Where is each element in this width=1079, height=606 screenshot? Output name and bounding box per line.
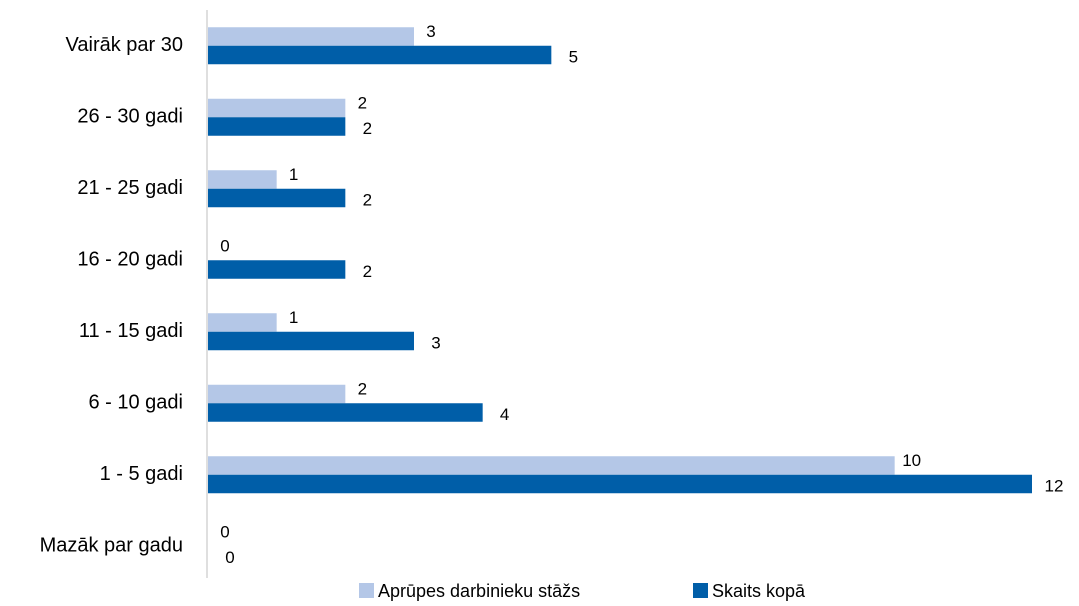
data-label: 1 — [289, 165, 298, 184]
bar — [208, 98, 346, 118]
bar — [208, 313, 277, 332]
legend-swatch — [359, 583, 374, 598]
bar — [208, 456, 895, 475]
data-label: 0 — [220, 522, 229, 541]
data-label: 1 — [289, 308, 298, 327]
data-label: 2 — [363, 119, 372, 138]
bar — [208, 27, 414, 46]
category-label: Mazāk par gadu — [40, 535, 183, 557]
bar — [208, 384, 346, 404]
bar — [208, 403, 483, 422]
bar — [208, 45, 552, 65]
bar — [208, 474, 1032, 494]
data-label: 0 — [225, 548, 234, 567]
data-label: 12 — [1045, 476, 1064, 495]
data-label: 2 — [363, 262, 372, 281]
category-label: 26 - 30 gadi — [77, 106, 183, 128]
data-label: 2 — [358, 93, 367, 112]
data-label: 0 — [220, 236, 229, 255]
category-label: 21 - 25 gadi — [77, 177, 183, 199]
legend-label: Aprūpes darbinieku stāžs — [378, 581, 580, 601]
data-label: 5 — [569, 47, 578, 66]
bar — [208, 188, 346, 208]
data-label: 10 — [902, 451, 921, 470]
category-label: Vairāk par 30 — [66, 34, 183, 56]
data-label: 3 — [426, 22, 435, 41]
category-label: 16 - 20 gadi — [77, 249, 183, 271]
bar — [208, 117, 346, 136]
bar — [208, 260, 346, 279]
data-label: 3 — [431, 333, 440, 352]
legend-swatch — [693, 583, 708, 598]
bar — [208, 170, 277, 189]
category-label: 6 - 10 gadi — [88, 392, 183, 414]
legend-label: Skaits kopā — [712, 581, 806, 601]
data-label: 2 — [358, 379, 367, 398]
category-label: 1 - 5 gadi — [100, 463, 183, 485]
category-label: 11 - 15 gadi — [79, 320, 183, 342]
data-label: 2 — [363, 190, 372, 209]
bar — [208, 331, 414, 351]
data-label: 4 — [500, 405, 509, 424]
